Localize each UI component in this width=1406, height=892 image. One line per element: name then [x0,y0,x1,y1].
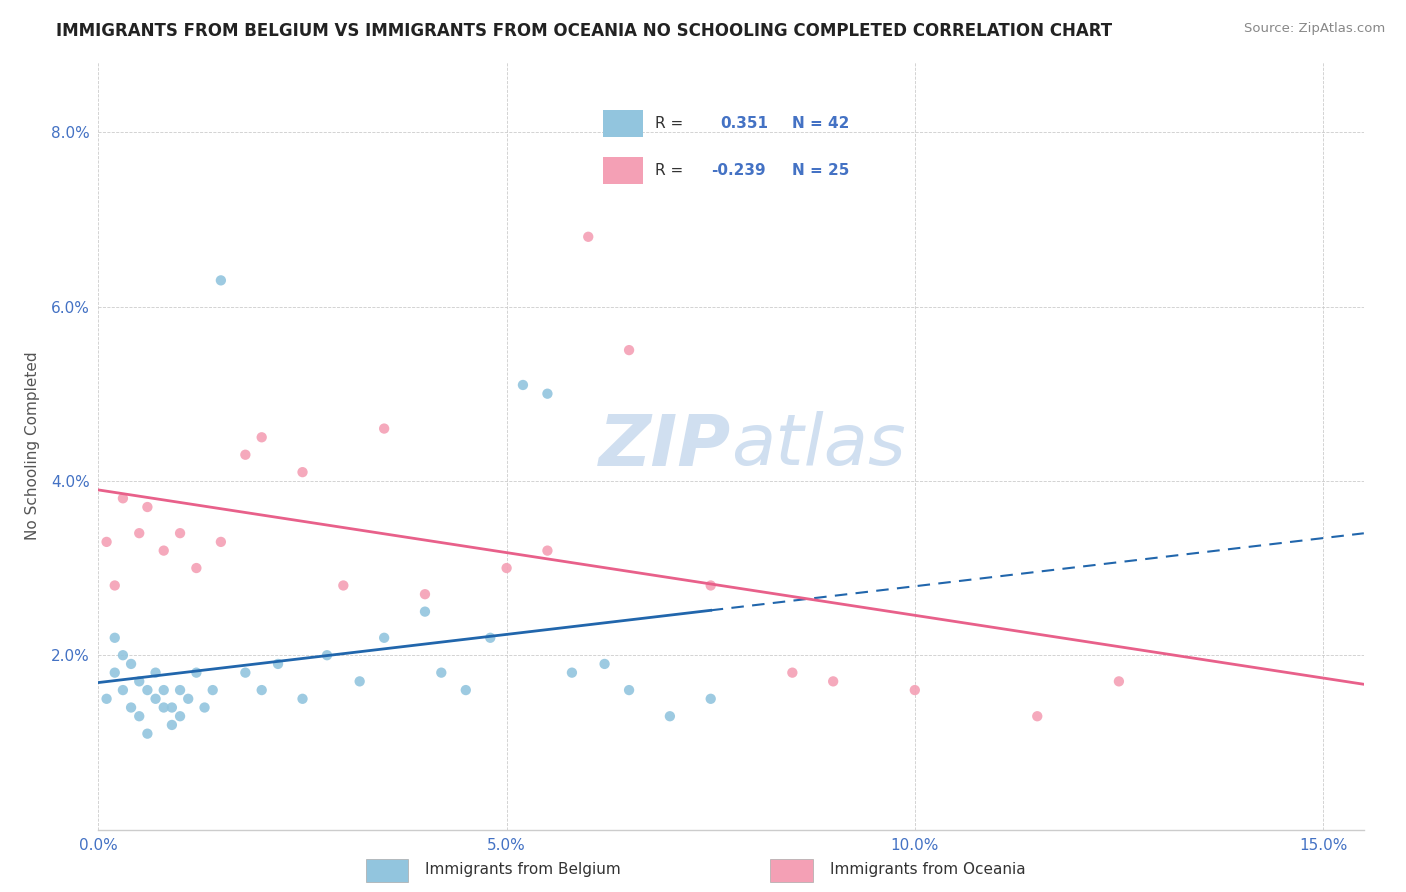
Point [128,526,150,541]
Point [111,648,134,663]
Point [561,665,583,680]
Text: N = 42: N = 42 [792,116,849,131]
Text: Immigrants from Belgium: Immigrants from Belgium [425,863,620,877]
Point [96,534,118,549]
Point [96,691,118,706]
Text: N = 25: N = 25 [792,163,849,178]
Point [201,683,224,698]
Point [1108,674,1130,689]
Point [904,683,927,698]
Point [128,674,150,689]
FancyBboxPatch shape [603,157,643,185]
Point [186,561,208,575]
FancyBboxPatch shape [366,859,408,882]
Point [332,578,354,592]
Text: R =: R = [655,116,683,131]
Text: ZIP: ZIP [599,411,731,481]
Point [152,543,174,558]
Point [512,378,534,392]
Point [186,665,208,680]
Point [373,421,395,435]
Point [316,648,339,663]
Point [136,683,159,698]
Point [209,534,232,549]
Point [349,674,371,689]
Point [454,683,477,698]
Point [1026,709,1049,723]
Point [699,578,721,592]
FancyBboxPatch shape [770,859,813,882]
Point [136,500,159,514]
Point [576,229,599,244]
Text: IMMIGRANTS FROM BELGIUM VS IMMIGRANTS FROM OCEANIA NO SCHOOLING COMPLETED CORREL: IMMIGRANTS FROM BELGIUM VS IMMIGRANTS FR… [56,22,1112,40]
Point [536,543,558,558]
Point [658,709,681,723]
Text: 0.351: 0.351 [720,116,769,131]
Point [128,709,150,723]
Point [823,674,845,689]
Point [193,700,215,714]
Point [104,631,127,645]
Point [291,691,314,706]
Point [413,587,436,601]
Point [104,665,127,680]
Point [291,465,314,479]
Point [373,631,395,645]
Point [593,657,616,671]
Text: -0.239: -0.239 [711,163,766,178]
Point [495,561,517,575]
Point [235,665,257,680]
Point [536,386,558,401]
Point [160,718,183,732]
Text: R =: R = [655,163,683,178]
Point [111,683,134,698]
Text: Immigrants from Oceania: Immigrants from Oceania [830,863,1025,877]
Point [617,683,640,698]
Point [699,691,721,706]
Point [104,578,127,592]
Point [120,700,142,714]
Point [169,709,191,723]
Point [209,273,232,287]
Point [413,605,436,619]
Point [152,683,174,698]
Point [267,657,290,671]
Point [782,665,804,680]
FancyBboxPatch shape [603,110,643,137]
Point [479,631,502,645]
Y-axis label: No Schooling Completed: No Schooling Completed [25,351,41,541]
Point [145,691,167,706]
Point [250,683,273,698]
Point [430,665,453,680]
Text: atlas: atlas [731,411,905,481]
Point [136,726,159,740]
Text: Source: ZipAtlas.com: Source: ZipAtlas.com [1244,22,1385,36]
Point [177,691,200,706]
Point [250,430,273,444]
Point [120,657,142,671]
Point [617,343,640,357]
Point [111,491,134,506]
Point [145,665,167,680]
Point [152,700,174,714]
Point [169,526,191,541]
Point [169,683,191,698]
Point [235,448,257,462]
Point [160,700,183,714]
